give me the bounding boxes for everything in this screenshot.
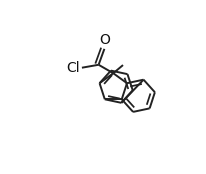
Text: O: O (100, 33, 111, 47)
Text: Cl: Cl (66, 61, 80, 75)
